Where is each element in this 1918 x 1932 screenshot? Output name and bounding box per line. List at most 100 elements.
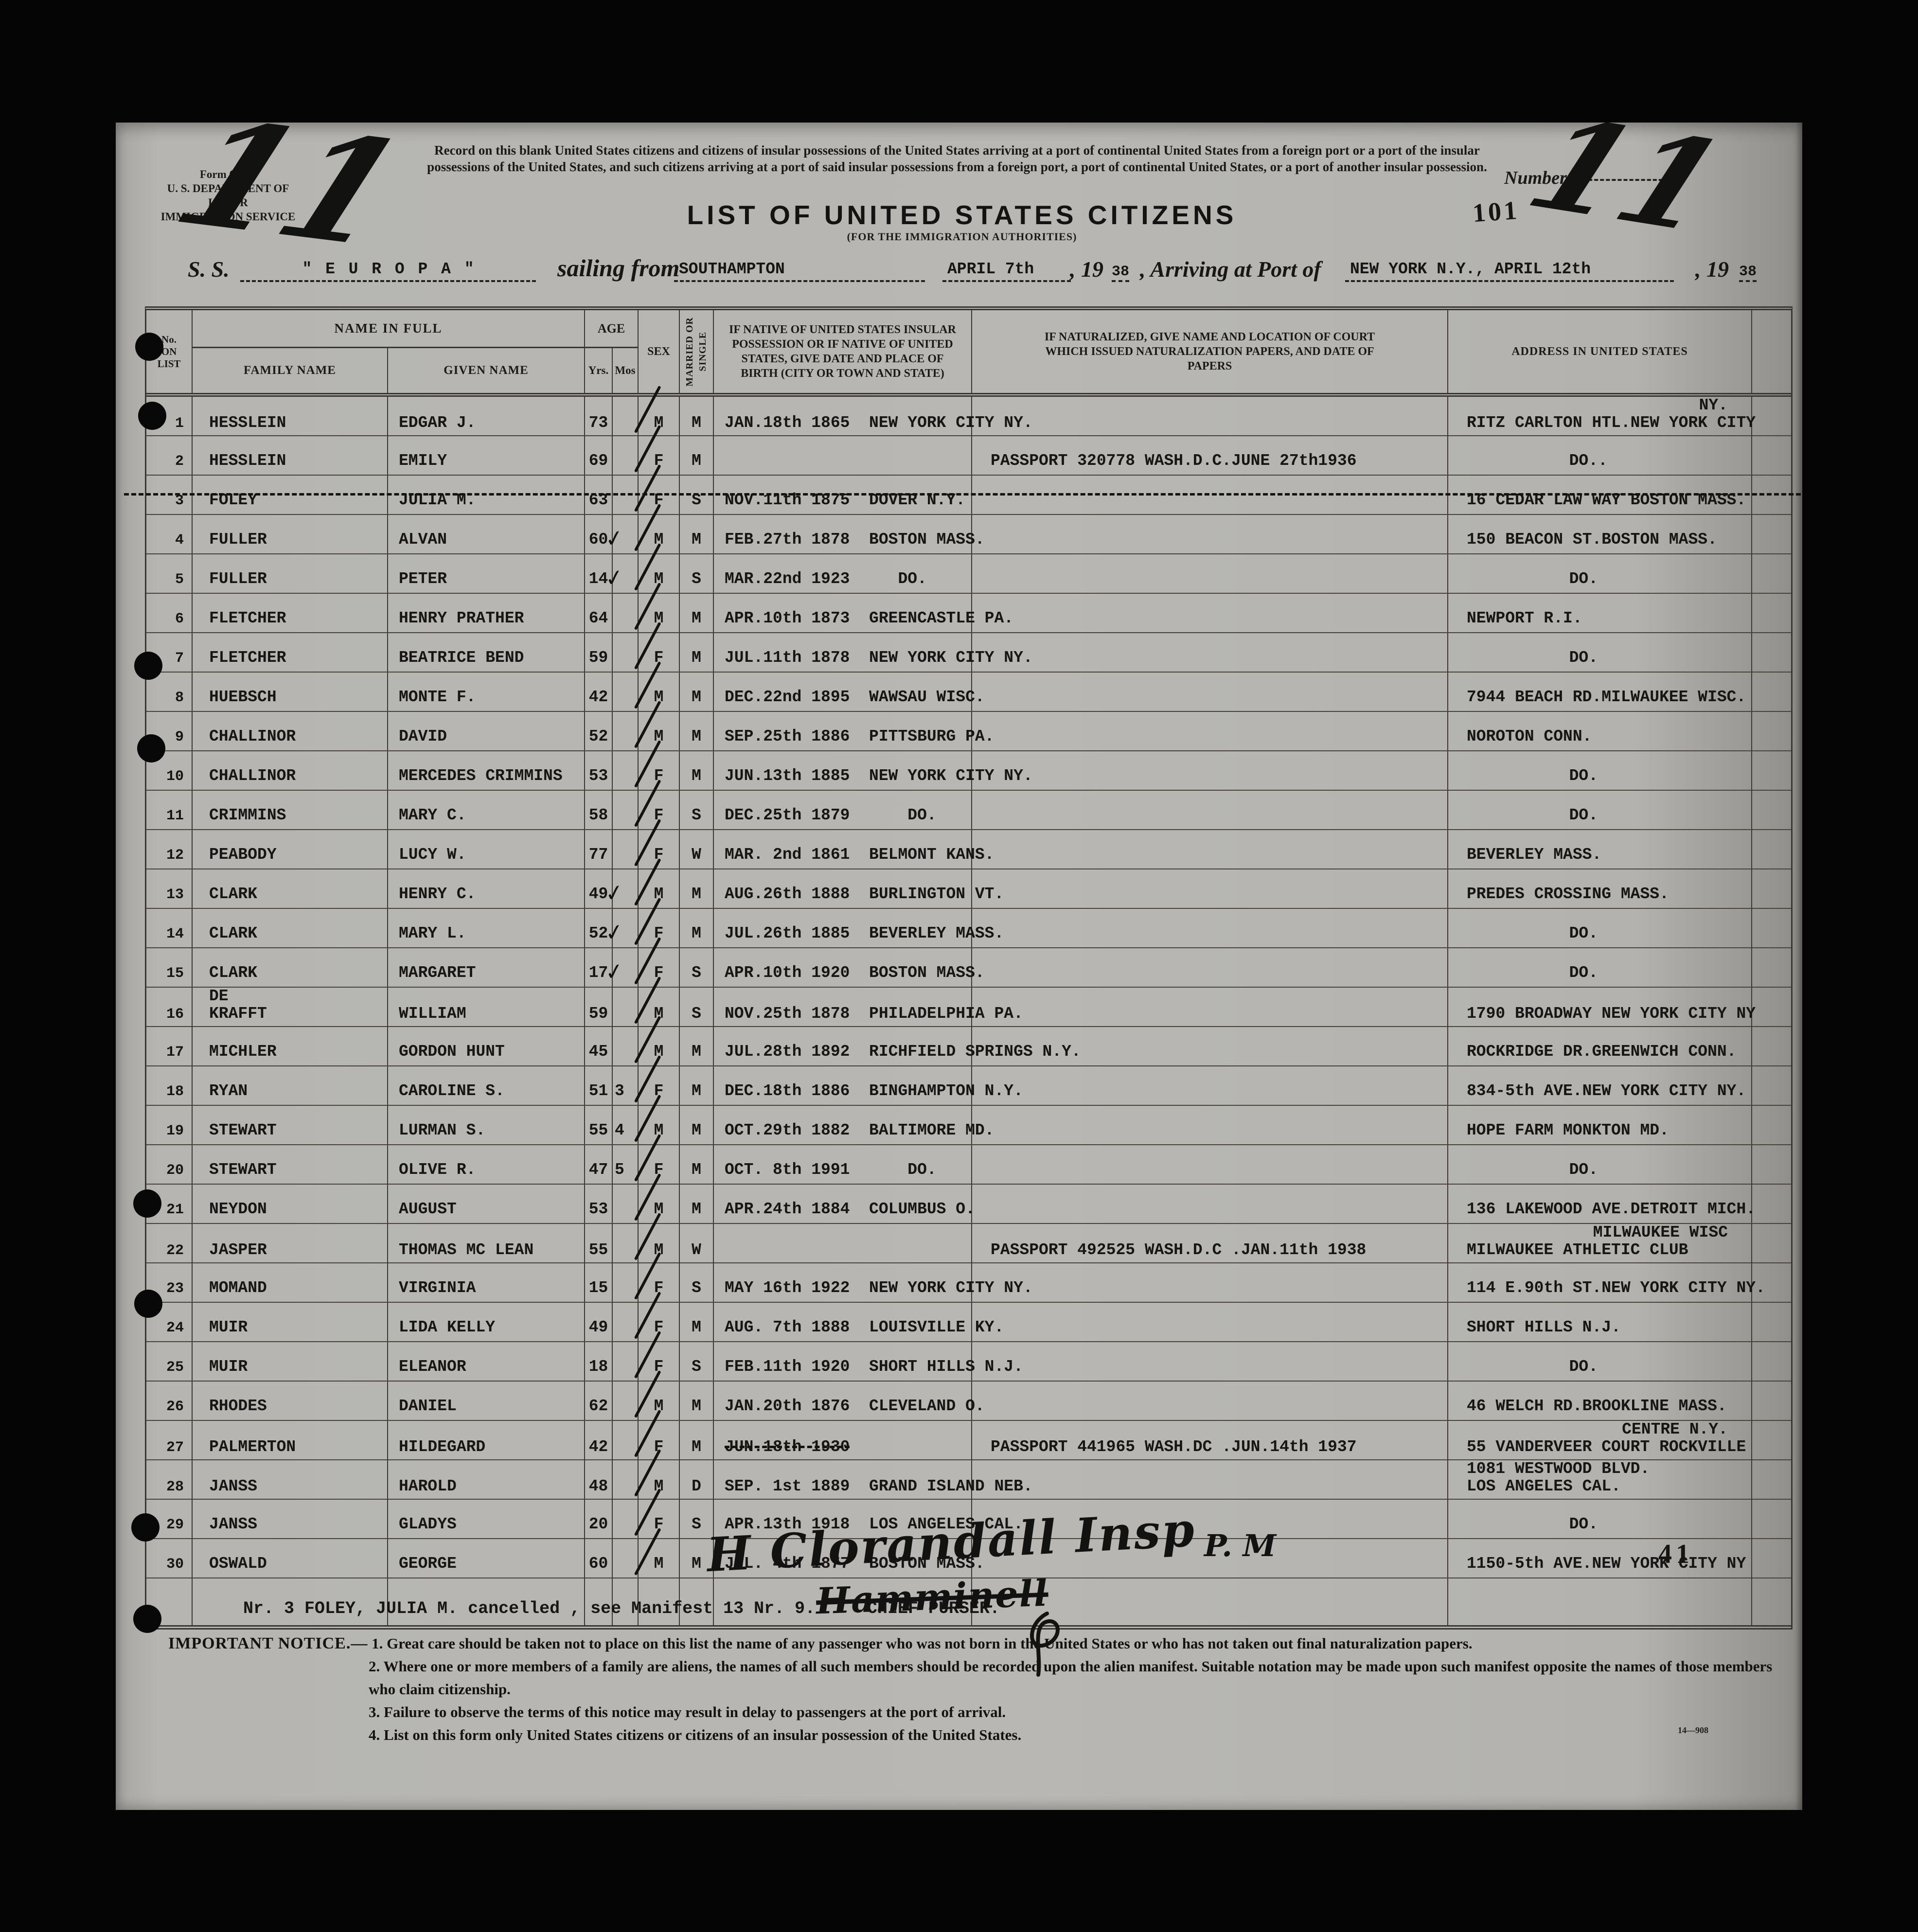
cell-birth-place: AUG. 7th 1888 LOUISVILLE KY. [714,1303,1004,1341]
address-main-line: NOROTON CONN. [1467,727,1592,745]
cell-age-years: 47 [585,1145,613,1184]
table-row: 10 CHALLINOR MERCEDES CRIMMINS 53 F M JU… [146,751,1791,791]
cell-married-single: S [680,1263,714,1302]
cell-age-years: 53 [585,1185,613,1223]
cell-no: 10 [146,751,193,790]
cell-age-months [613,1027,639,1065]
voyage-line: S. S. " E U R O P A " sailing from SOUTH… [116,242,1802,287]
cell-age-years: 64 [585,594,613,632]
address-main-line: 1081 WESTWOOD BLVD. [1467,1460,1650,1478]
cell-family-name: JANSS [193,1500,388,1538]
cell-end-column [1752,1263,1791,1302]
hole-punch [138,402,166,430]
cell-family-name: RYAN [193,1066,388,1105]
departure-year-label: , 19 [1070,257,1103,282]
cell-family-name: MUIR [193,1303,388,1341]
cell-no: 8 [146,673,193,711]
stamp-41: 41 [1658,1539,1693,1569]
cell-age-months [613,554,639,593]
cell-birth-place: FEB.27th 1878 BOSTON MASS. [714,515,985,553]
cell-naturalization [972,673,1448,711]
address-main-line: 150 BEACON ST.BOSTON MASS. [1467,531,1717,549]
header-address: ADDRESS IN UNITED STATES [1448,310,1752,393]
cell-naturalization [972,751,1448,790]
cell-end-column [1752,397,1791,437]
cell-age-years: 69 [585,436,613,475]
cell-family-name: JASPER [193,1224,388,1264]
address-main-line: 55 VANDERVEER COURT ROCKVILLE [1467,1438,1746,1456]
table-header: No. ON LIST NAME IN FULL FAMILY NAME GIV… [146,310,1791,397]
ss-label: S. S. [188,257,230,282]
cell-given-name: MARY C. [388,791,585,829]
table-row: 9 CHALLINOR DAVID 52 M M SEP.25th 1886 P… [146,712,1791,751]
header-end-column [1752,310,1791,393]
cell-birth-place: DEC.18th 1886 BINGHAMPTON N.Y. [714,1066,1023,1105]
cell-given-name: OLIVE R. [388,1145,585,1184]
cell-no: 22 [146,1224,193,1264]
table-row: 26 RHODES DANIEL 62 M M JAN.20th 1876 CL… [146,1382,1791,1421]
cell-naturalization [972,1066,1448,1105]
cell-address: DO. [1448,948,1752,987]
header-married-or-single: MARRIED OR SINGLE [680,310,714,393]
chief-purser-label: CHIEF PURSER. [867,1599,1000,1618]
cell-age-years: 15 [585,1263,613,1302]
cell-married-single: S [680,476,714,514]
cell-given-name: MARGARET [388,948,585,987]
cell-end-column [1752,1382,1791,1420]
header-name-in-full: NAME IN FULL [193,310,585,348]
cell-no: 26 [146,1382,193,1420]
cell-family-name: HESSLEIN [193,436,388,475]
address-main-line: ROCKRIDGE DR.GREENWICH CONN. [1467,1043,1737,1061]
manifest-sheet: Form 630 A U. S. DEPARTMENT OF LABOR IMM… [116,89,1802,1810]
cell-address: HOPE FARM MONKTON MD. [1448,1106,1752,1144]
cell-age-months [613,673,639,711]
cell-naturalization [972,1382,1448,1420]
arrival-port-and-date: NEW YORK N.Y., APRIL 12th [1345,260,1674,282]
cell-address: DO. [1448,1342,1752,1381]
cell-family-name: FULLER [193,554,388,593]
cell-given-name: GLADYS [388,1500,585,1538]
table-row: 2 HESSLEIN EMILY 69 F M PASSPORT 320778 … [146,436,1791,476]
cell-age-months [613,1500,639,1538]
cell-address: 1790 BROADWAY NEW YORK CITY NY [1448,988,1756,1028]
cell-married-single: S [680,1342,714,1381]
cell-age-months [613,397,639,437]
address-main-line: DO. [1569,649,1598,667]
table-row: 28 JANSS HAROLD 48 M D SEP. 1st 1889 GRA… [146,1460,1791,1500]
notice-item-4: 4. List on this form only United States … [369,1726,1022,1743]
cell-given-name: LUCY W. [388,830,585,869]
cell-age-months [613,633,639,672]
cell-family-name: JANSS [193,1460,388,1500]
address-main-line: DO. [1569,570,1598,588]
address-main-line: 114 E.90th ST.NEW YORK CITY NY. [1467,1279,1765,1297]
table-row: 27 PALMERTON HILDEGARD 42 F M JUN.18th 1… [146,1421,1791,1461]
cell-age-months: 5 [613,1145,639,1184]
cell-naturalization [972,633,1448,672]
cell-married-single: M [680,869,714,908]
cell-family-name: OSWALD [193,1539,388,1578]
cell-given-name: HENRY PRATHER [388,594,585,632]
cell-naturalization: PASSPORT 441965 WASH.DC .JUN.14th 1937 [972,1421,1448,1461]
print-code: 14—908 [1678,1725,1708,1735]
address-main-line: DO. [1569,767,1598,785]
cell-given-name: DANIEL [388,1382,585,1420]
cell-age-months [613,1382,639,1420]
cell-family-name: HUEBSCH [193,673,388,711]
cell-married-single: M [680,751,714,790]
address-main-line: DO. [1569,1515,1598,1533]
cell-end-column [1752,988,1791,1028]
header-age-years: Yrs. [585,348,613,393]
cell-no: 15 [146,948,193,987]
cell-birth-place: JUN.18th 1930 [714,1421,972,1461]
cell-family-name: CRIMMINS [193,791,388,829]
cell-birth-place: SEP.25th 1886 PITTSBURG PA. [714,712,995,750]
cell-sex: F [639,1066,680,1105]
hole-punch [133,1189,161,1218]
cell-address: DO. [1448,791,1752,829]
cell-birth-place: JUL.11th 1878 NEW YORK CITY NY. [714,633,1033,672]
cell-end-column [1752,1539,1791,1578]
cell-end-column [1752,554,1791,593]
cell-no: 21 [146,1185,193,1223]
cell-age-months [613,948,639,987]
cell-sex: M [639,1185,680,1223]
